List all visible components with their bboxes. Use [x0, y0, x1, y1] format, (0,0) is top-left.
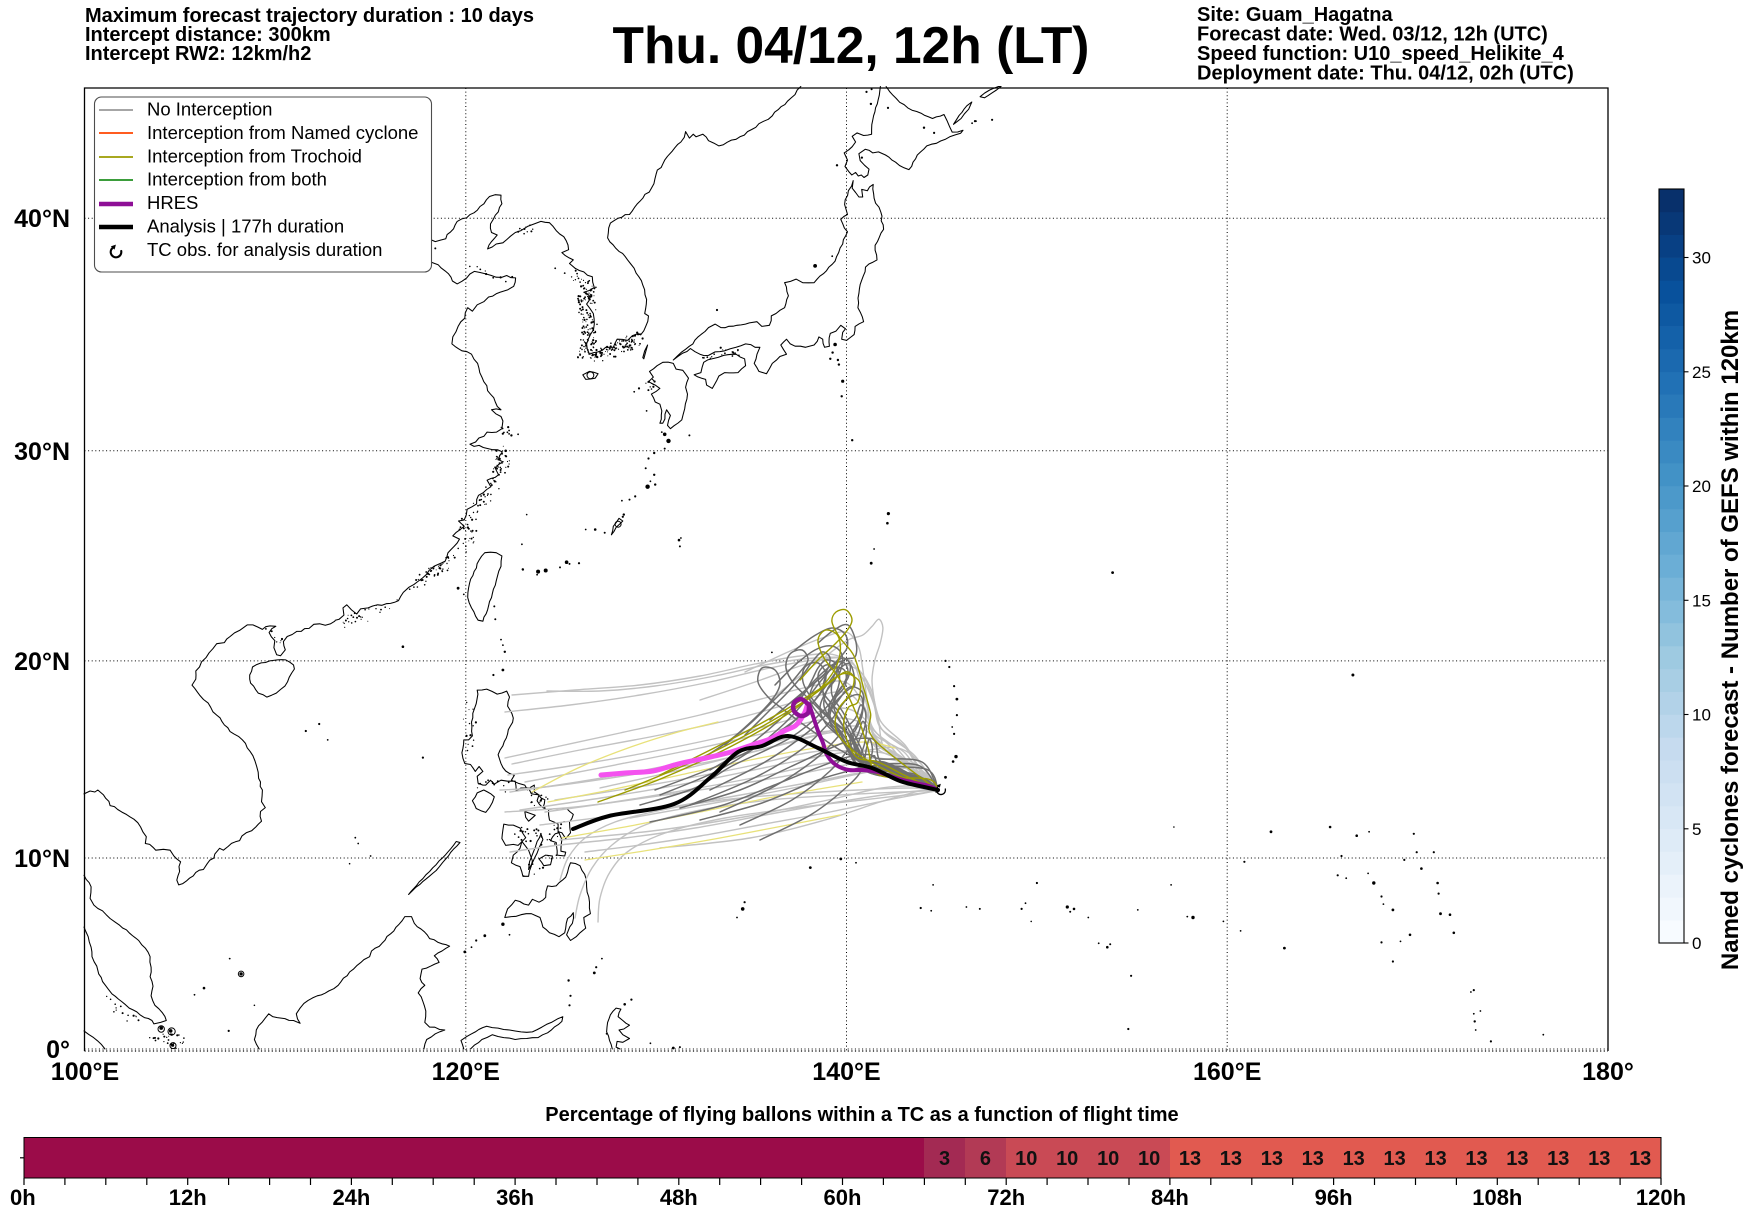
svg-text:160°E: 160°E [1193, 1058, 1261, 1086]
svg-text:6: 6 [980, 1148, 991, 1170]
svg-text:TC obs. for analysis duration: TC obs. for analysis duration [147, 239, 382, 260]
svg-text:30°N: 30°N [14, 438, 70, 466]
svg-text:13: 13 [1506, 1148, 1528, 1170]
svg-text:10: 10 [1097, 1148, 1119, 1170]
svg-text:13: 13 [1302, 1148, 1324, 1170]
svg-text:0°: 0° [46, 1036, 70, 1064]
svg-text:24h: 24h [332, 1185, 370, 1210]
svg-text:Thu. 04/12, 12h (LT): Thu. 04/12, 12h (LT) [613, 16, 1090, 74]
svg-text:Forecast date: Wed. 03/12, 12h: Forecast date: Wed. 03/12, 12h (UTC) [1197, 24, 1548, 46]
svg-text:30: 30 [1692, 249, 1711, 268]
svg-text:40°N: 40°N [14, 205, 70, 233]
svg-text:Maximum forecast trajectory du: Maximum forecast trajectory duration : 1… [85, 5, 534, 27]
svg-text:12h: 12h [169, 1185, 207, 1210]
svg-text:10: 10 [1015, 1148, 1037, 1170]
svg-text:Interception from Named cyclon: Interception from Named cyclone [147, 122, 418, 143]
svg-text:Interception from Trochoid: Interception from Trochoid [147, 145, 362, 166]
svg-text:Speed function: U10_speed_Heli: Speed function: U10_speed_Helikite_4 [1197, 43, 1565, 65]
svg-text:13: 13 [1465, 1148, 1487, 1170]
svg-text:Site: Guam_Hagatna: Site: Guam_Hagatna [1197, 4, 1393, 26]
svg-text:48h: 48h [660, 1185, 698, 1210]
svg-text:5: 5 [1692, 820, 1701, 839]
svg-text:20°N: 20°N [14, 648, 70, 676]
svg-text:Analysis | 177h duration: Analysis | 177h duration [147, 216, 344, 237]
svg-text:3: 3 [939, 1148, 950, 1170]
svg-text:0h: 0h [10, 1185, 36, 1210]
svg-text:100°E: 100°E [51, 1058, 119, 1086]
svg-text:Interception from both: Interception from both [147, 169, 327, 190]
svg-text:72h: 72h [987, 1185, 1025, 1210]
svg-text:13: 13 [1220, 1148, 1242, 1170]
svg-text:20: 20 [1692, 477, 1711, 496]
svg-text:13: 13 [1588, 1148, 1610, 1170]
svg-text:Named cyclones forecast - Numb: Named cyclones forecast - Number of GEFS… [1717, 310, 1744, 970]
svg-text:13: 13 [1424, 1148, 1446, 1170]
svg-text:HRES: HRES [147, 192, 198, 213]
svg-text:60h: 60h [824, 1185, 862, 1210]
svg-text:Deployment date: Thu. 04/12, 0: Deployment date: Thu. 04/12, 02h (UTC) [1197, 63, 1574, 85]
svg-text:96h: 96h [1315, 1185, 1353, 1210]
svg-text:15: 15 [1692, 591, 1711, 610]
svg-text:Intercept RW2: 12km/h2: Intercept RW2: 12km/h2 [85, 43, 311, 65]
svg-text:10: 10 [1692, 706, 1711, 725]
svg-text:13: 13 [1629, 1148, 1651, 1170]
svg-text:10°N: 10°N [14, 845, 70, 873]
svg-text:No Interception: No Interception [147, 99, 272, 120]
svg-text:180°: 180° [1582, 1058, 1634, 1086]
svg-text:13: 13 [1261, 1148, 1283, 1170]
svg-text:13: 13 [1383, 1148, 1405, 1170]
svg-text:Percentage of flying ballons w: Percentage of flying ballons within a TC… [545, 1104, 1178, 1126]
svg-text:10: 10 [1138, 1148, 1160, 1170]
svg-text:13: 13 [1547, 1148, 1569, 1170]
svg-text:108h: 108h [1472, 1185, 1522, 1210]
svg-text:13: 13 [1179, 1148, 1201, 1170]
svg-text:140°E: 140°E [812, 1058, 880, 1086]
svg-text:120h: 120h [1636, 1185, 1686, 1210]
svg-text:25: 25 [1692, 363, 1711, 382]
svg-text:84h: 84h [1151, 1185, 1189, 1210]
svg-text:10: 10 [1056, 1148, 1078, 1170]
svg-text:36h: 36h [496, 1185, 534, 1210]
svg-text:0: 0 [1692, 934, 1701, 953]
svg-text:120°E: 120°E [432, 1058, 500, 1086]
svg-text:Intercept distance: 300km: Intercept distance: 300km [85, 24, 331, 46]
svg-text:13: 13 [1343, 1148, 1365, 1170]
